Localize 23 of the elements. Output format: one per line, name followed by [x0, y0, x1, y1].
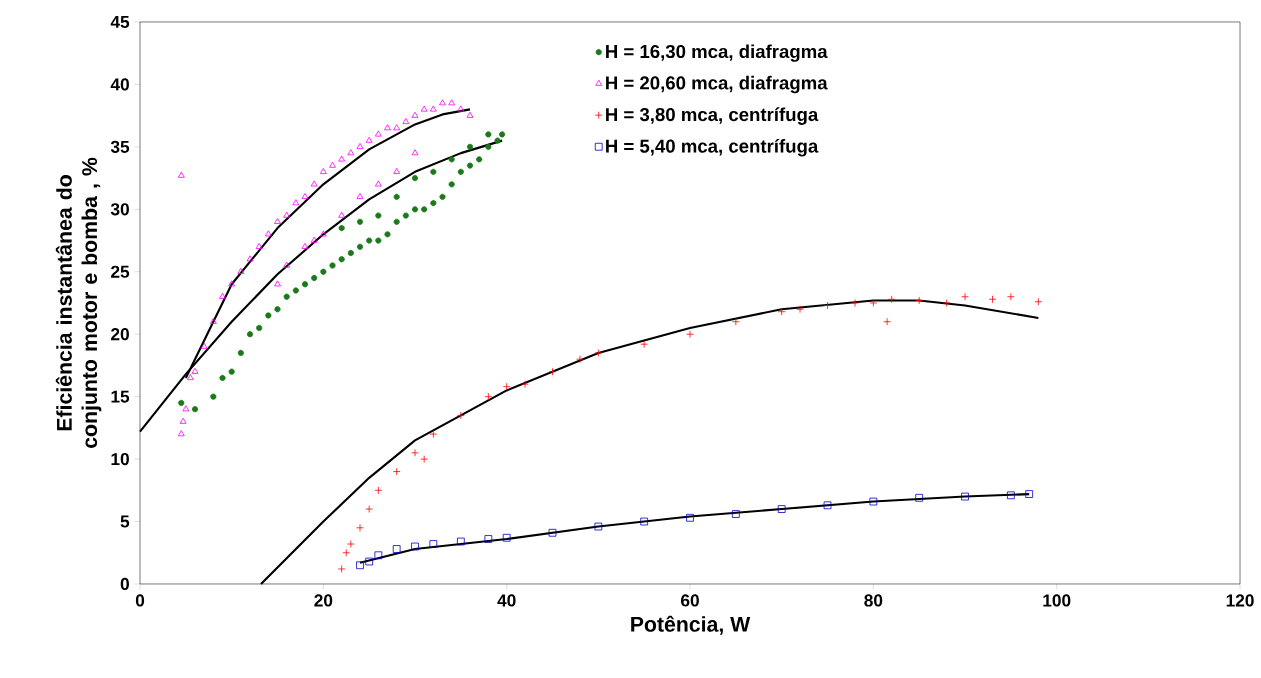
y-tick-label: 35	[110, 140, 130, 153]
x-tick-label: 40	[497, 594, 516, 607]
x-tick-label: 80	[864, 594, 883, 607]
x-axis-title: Potência, W	[631, 615, 751, 635]
y-tick-label: 10	[111, 452, 129, 466]
y-tick-label: 40	[110, 78, 129, 91]
legend-label: H = 20,60 mca, diafragma	[606, 75, 828, 94]
x-tick-label: 60	[681, 594, 699, 607]
y-axis-title: Eficiência instantânea do conjunto motor e bomba , %	[55, 157, 102, 448]
y-tick-label: 45	[110, 15, 130, 29]
y-tick-label: 30	[110, 203, 129, 216]
x-tick-label: 120	[1226, 594, 1254, 607]
y-tick-label: 0	[120, 577, 129, 591]
x-tick-label: 0	[135, 594, 145, 607]
x-tick-label: 100	[1043, 594, 1071, 607]
x-tick-label: 20	[314, 594, 333, 607]
y-tick-label: 5	[120, 515, 130, 528]
y-tick-label: 15	[111, 390, 130, 403]
legend-label: H = 16,30 mca, diafragma	[606, 44, 828, 62]
legend-label: H = 3,80 mca, centrífuga	[606, 107, 819, 125]
y-tick-label: 25	[111, 265, 130, 278]
legend-label: H = 5,40 mca, centrífuga	[606, 138, 819, 157]
y-tick-label: 20	[111, 328, 129, 341]
